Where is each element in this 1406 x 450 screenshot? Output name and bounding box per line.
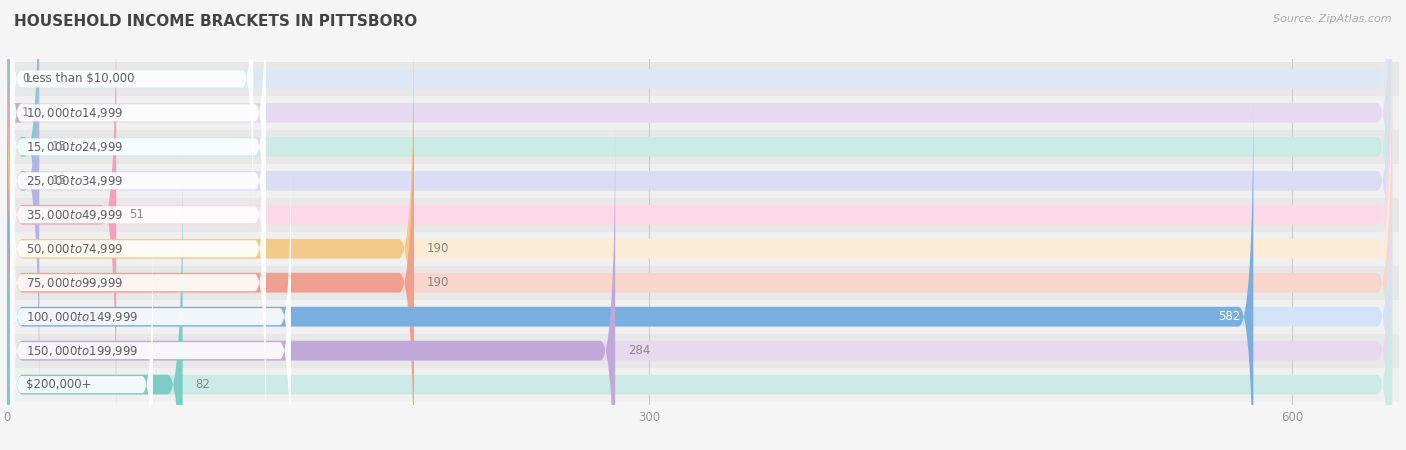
Text: 15: 15 xyxy=(52,140,67,153)
Bar xyxy=(0,300,1406,333)
Text: $150,000 to $199,999: $150,000 to $199,999 xyxy=(27,344,139,358)
FancyBboxPatch shape xyxy=(7,55,1392,450)
Bar xyxy=(0,130,1406,164)
Text: Source: ZipAtlas.com: Source: ZipAtlas.com xyxy=(1274,14,1392,23)
FancyBboxPatch shape xyxy=(10,0,266,274)
FancyBboxPatch shape xyxy=(10,19,266,342)
FancyBboxPatch shape xyxy=(10,87,266,410)
Text: 284: 284 xyxy=(628,344,651,357)
Text: $50,000 to $74,999: $50,000 to $74,999 xyxy=(27,242,124,256)
FancyBboxPatch shape xyxy=(7,0,1392,409)
FancyBboxPatch shape xyxy=(7,0,1392,443)
Text: 0: 0 xyxy=(22,72,30,86)
Bar xyxy=(0,368,1406,401)
FancyBboxPatch shape xyxy=(10,189,291,450)
FancyBboxPatch shape xyxy=(10,155,291,450)
FancyBboxPatch shape xyxy=(0,0,22,341)
Bar xyxy=(0,198,1406,232)
Bar xyxy=(0,62,1406,96)
FancyBboxPatch shape xyxy=(7,21,413,450)
FancyBboxPatch shape xyxy=(7,157,1392,450)
Text: $10,000 to $14,999: $10,000 to $14,999 xyxy=(27,106,124,120)
Bar xyxy=(0,96,1406,130)
Text: 82: 82 xyxy=(195,378,211,391)
FancyBboxPatch shape xyxy=(7,0,39,375)
Text: $35,000 to $49,999: $35,000 to $49,999 xyxy=(27,208,124,222)
Text: 51: 51 xyxy=(129,208,143,221)
FancyBboxPatch shape xyxy=(7,55,413,450)
FancyBboxPatch shape xyxy=(7,0,1392,341)
FancyBboxPatch shape xyxy=(10,54,266,376)
Text: $200,000+: $200,000+ xyxy=(27,378,91,391)
FancyBboxPatch shape xyxy=(10,223,153,450)
Text: $15,000 to $24,999: $15,000 to $24,999 xyxy=(27,140,124,154)
Text: Less than $10,000: Less than $10,000 xyxy=(27,72,135,86)
FancyBboxPatch shape xyxy=(10,0,253,240)
FancyBboxPatch shape xyxy=(7,157,183,450)
FancyBboxPatch shape xyxy=(7,0,1392,375)
FancyBboxPatch shape xyxy=(10,0,266,308)
FancyBboxPatch shape xyxy=(7,0,39,409)
Text: 1: 1 xyxy=(22,106,30,119)
Bar xyxy=(0,333,1406,368)
FancyBboxPatch shape xyxy=(7,89,1392,450)
Text: $100,000 to $149,999: $100,000 to $149,999 xyxy=(27,310,139,324)
Text: HOUSEHOLD INCOME BRACKETS IN PITTSBORO: HOUSEHOLD INCOME BRACKETS IN PITTSBORO xyxy=(14,14,418,28)
Text: 15: 15 xyxy=(52,174,67,187)
FancyBboxPatch shape xyxy=(10,122,266,444)
Bar xyxy=(0,164,1406,198)
Text: 190: 190 xyxy=(427,276,449,289)
FancyBboxPatch shape xyxy=(7,21,1392,450)
Text: 582: 582 xyxy=(1218,310,1240,323)
FancyBboxPatch shape xyxy=(7,0,117,443)
Bar xyxy=(0,232,1406,266)
Text: 190: 190 xyxy=(427,242,449,255)
FancyBboxPatch shape xyxy=(7,123,616,450)
FancyBboxPatch shape xyxy=(7,89,1253,450)
Text: $75,000 to $99,999: $75,000 to $99,999 xyxy=(27,276,124,290)
FancyBboxPatch shape xyxy=(7,0,1392,307)
Text: $25,000 to $34,999: $25,000 to $34,999 xyxy=(27,174,124,188)
FancyBboxPatch shape xyxy=(7,123,1392,450)
Bar xyxy=(0,266,1406,300)
